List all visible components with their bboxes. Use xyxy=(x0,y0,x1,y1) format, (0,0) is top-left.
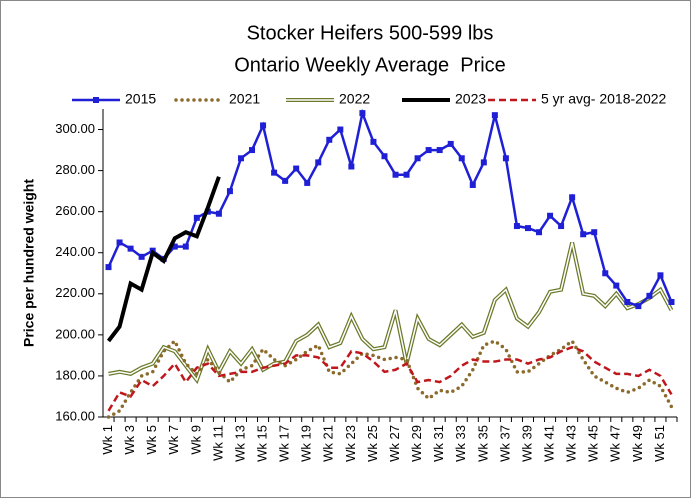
point xyxy=(668,299,675,306)
x-tick-label: Wk 13 xyxy=(232,425,247,462)
y-tick-label: 220.00 xyxy=(55,285,95,300)
point xyxy=(536,229,543,236)
x-tick-label: Wk 7 xyxy=(166,425,181,455)
point xyxy=(392,171,399,178)
x-tick-label: Wk 41 xyxy=(541,425,556,462)
point xyxy=(105,264,112,271)
point xyxy=(635,303,642,310)
x-tick-label: Wk 31 xyxy=(431,425,446,462)
point xyxy=(337,126,344,133)
point xyxy=(138,253,145,260)
legend-label: 2022 xyxy=(339,91,370,107)
point xyxy=(580,231,587,238)
y-tick-label: 240.00 xyxy=(55,244,95,259)
chart-title: Stocker Heifers 500-599 lbs xyxy=(247,22,494,44)
point xyxy=(591,229,598,236)
point xyxy=(657,272,664,279)
y-tick-label: 160.00 xyxy=(55,408,95,423)
legend-label: 2015 xyxy=(125,91,156,107)
series-line xyxy=(107,108,673,308)
point xyxy=(215,210,222,217)
point xyxy=(116,239,123,246)
point xyxy=(403,171,410,178)
x-tick-label: Wk 19 xyxy=(299,425,314,462)
point xyxy=(569,194,576,201)
x-tick-label: Wk 39 xyxy=(519,425,534,462)
point xyxy=(381,153,388,160)
x-tick-label: Wk 23 xyxy=(343,425,358,462)
y-tick-label: 300.00 xyxy=(55,121,95,136)
point xyxy=(315,159,322,166)
point xyxy=(348,163,355,170)
y-tick-label: 180.00 xyxy=(55,367,95,382)
x-tick-label: Wk 15 xyxy=(254,425,269,462)
point xyxy=(414,155,421,162)
legend-label: 2021 xyxy=(229,91,260,107)
x-tick-label: Wk 27 xyxy=(387,425,402,462)
x-tick-label: Wk 25 xyxy=(365,425,380,462)
x-tick-label: Wk 29 xyxy=(409,425,424,462)
y-tick-label: 280.00 xyxy=(55,162,95,177)
point xyxy=(293,165,300,172)
point xyxy=(524,225,531,232)
x-tick-label: Wk 9 xyxy=(188,425,203,455)
point xyxy=(282,177,289,184)
x-tick-label: Wk 21 xyxy=(321,425,336,462)
x-tick-label: Wk 11 xyxy=(210,425,225,461)
point xyxy=(513,223,520,230)
point xyxy=(182,243,189,250)
x-tick-label: Wk 5 xyxy=(144,425,159,455)
point xyxy=(260,122,267,129)
point xyxy=(425,147,432,154)
point xyxy=(271,169,278,176)
point xyxy=(249,147,256,154)
x-tick-label: Wk 51 xyxy=(652,425,667,462)
legend-label: 2023 xyxy=(455,91,486,107)
point xyxy=(193,214,200,221)
point xyxy=(480,159,487,166)
point xyxy=(558,223,565,230)
point xyxy=(646,292,653,299)
legend-label: 5 yr avg- 2018-2022 xyxy=(541,91,667,107)
point xyxy=(171,243,178,250)
x-tick-label: Wk 49 xyxy=(630,425,645,462)
x-tick-label: Wk 33 xyxy=(453,425,468,462)
series-line xyxy=(107,345,673,412)
x-tick-label: Wk 43 xyxy=(564,425,579,462)
point xyxy=(226,188,233,195)
series-line xyxy=(106,176,221,343)
point xyxy=(436,147,443,154)
point xyxy=(127,245,134,252)
point xyxy=(359,110,366,117)
x-tick-label: Wk 3 xyxy=(122,425,137,455)
point xyxy=(502,155,509,162)
x-tick-label: Wk 17 xyxy=(277,425,292,462)
y-tick-label: 200.00 xyxy=(55,326,95,341)
point xyxy=(469,181,476,188)
point xyxy=(491,112,498,119)
point xyxy=(304,179,311,186)
x-tick-label: Wk 1 xyxy=(100,425,115,455)
point xyxy=(547,212,554,219)
y-tick-label: 260.00 xyxy=(55,203,95,218)
point xyxy=(602,270,609,277)
legend-marker xyxy=(93,97,99,103)
chart-subtitle: Ontario Weekly Average Price xyxy=(234,54,506,76)
x-tick-label: Wk 45 xyxy=(586,425,601,462)
point xyxy=(237,155,244,162)
point xyxy=(613,282,620,289)
point xyxy=(447,140,454,147)
point xyxy=(624,299,631,306)
point xyxy=(370,138,377,145)
x-tick-label: Wk 37 xyxy=(497,425,512,462)
point xyxy=(326,136,333,143)
x-tick-label: Wk 35 xyxy=(475,425,490,462)
x-tick-label: Wk 47 xyxy=(608,425,623,462)
y-axis-title: Price per hundred weight xyxy=(21,179,37,347)
point xyxy=(458,155,465,162)
series-line xyxy=(106,338,674,419)
